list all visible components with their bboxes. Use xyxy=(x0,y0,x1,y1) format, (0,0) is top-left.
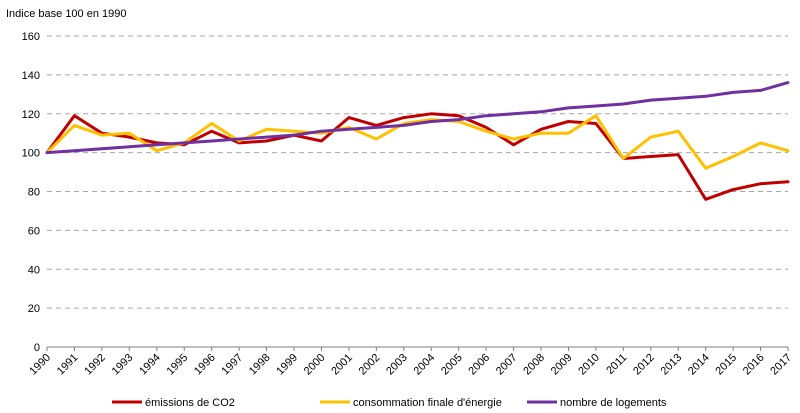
x-tick-label: 2005 xyxy=(439,352,465,378)
x-tick-label: 2012 xyxy=(631,352,657,378)
legend-label-1: consommation finale d'énergie xyxy=(353,397,502,409)
x-tick-label: 2013 xyxy=(659,352,685,378)
x-tick-label: 2017 xyxy=(768,352,794,378)
x-tick-label: 2006 xyxy=(466,352,492,378)
x-tick-label: 2010 xyxy=(576,352,602,378)
y-tick-label: 20 xyxy=(28,303,40,315)
y-tick-label: 160 xyxy=(22,31,40,43)
y-tick-label: 40 xyxy=(28,264,40,276)
y-tick-label: 60 xyxy=(28,225,40,237)
y-axis-label: Indice base 100 en 1990 xyxy=(6,8,127,20)
series-line-2 xyxy=(45,81,790,155)
x-tick-label: 2003 xyxy=(384,352,410,378)
y-tick-label: 80 xyxy=(28,187,40,199)
x-tick-labels: 1990 1991 1992 1993 1994 1995 1996 1997 1998 1999… xyxy=(27,347,794,377)
x-tick-label: 2002 xyxy=(357,352,383,378)
x-tick-label: 2008 xyxy=(521,352,547,378)
legend-label-0: émissions de CO2 xyxy=(145,397,235,409)
x-tick-label: 1995 xyxy=(165,352,191,378)
x-tick-label: 1996 xyxy=(192,352,218,378)
legend-label-2: nombre de logements xyxy=(560,397,667,409)
y-tick-label: 120 xyxy=(22,109,40,121)
x-tick-label: 2014 xyxy=(686,352,712,378)
y-tick-label: 140 xyxy=(22,70,40,82)
legend: émissions de CO2 consommation finale d'én… xyxy=(112,397,667,409)
y-tick-labels: 0 20 40 60 80 100 120 140 160 xyxy=(22,31,40,354)
x-tick-label: 1993 xyxy=(110,352,136,378)
x-tick-label: 2011 xyxy=(604,352,629,377)
x-tick-label: 2004 xyxy=(412,352,438,378)
x-tick-label: 1991 xyxy=(55,352,81,378)
y-tick-label: 100 xyxy=(22,148,40,160)
x-tick-label: 2016 xyxy=(741,352,767,378)
x-tick-label: 2015 xyxy=(713,352,739,378)
x-tick-label: 1997 xyxy=(219,352,245,378)
x-tick-label: 1998 xyxy=(247,352,273,378)
x-tick-label: 2007 xyxy=(494,352,520,378)
y-tick-label: 0 xyxy=(34,342,40,354)
x-tick-label: 2001 xyxy=(329,352,355,378)
series-lines xyxy=(45,81,790,201)
series-line-0 xyxy=(45,112,790,201)
x-tick-label: 2009 xyxy=(549,352,575,378)
x-tick-label: 1990 xyxy=(27,352,53,378)
gridlines xyxy=(47,35,788,348)
x-tick-label: 2000 xyxy=(302,352,328,378)
series-line-1 xyxy=(45,114,790,170)
x-tick-label: 1999 xyxy=(274,352,300,378)
x-tick-label: 1992 xyxy=(82,352,108,378)
x-tick-label: 1994 xyxy=(137,352,163,378)
